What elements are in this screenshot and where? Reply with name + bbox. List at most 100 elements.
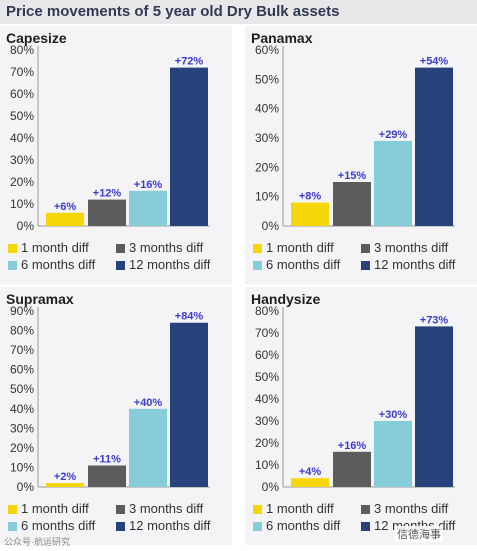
chart-panel-panamax: Panamax 0% 10% 20% 30% 40% 50% 60% +8% +15% +29% +5… (245, 26, 477, 284)
chart-panel-handysize: Handysize 0% 10% 20% 30% 40% 50% 60% 70% 80% +4% +1… (245, 287, 477, 545)
data-label: +84% (175, 311, 204, 323)
y-tick-label: 40% (10, 402, 34, 416)
y-tick-label: 0% (17, 480, 35, 494)
bar-3 (129, 190, 167, 226)
y-tick-label: 20% (10, 175, 34, 189)
legend-swatch (116, 261, 125, 270)
y-tick-label: 80% (10, 43, 34, 57)
y-tick-label: 60% (10, 363, 34, 377)
legend-label: 6 months diff (21, 257, 96, 272)
bar-4 (415, 326, 453, 487)
legend-label: 1 month diff (21, 501, 89, 516)
data-label: +54% (420, 56, 449, 68)
legend-label: 6 months diff (266, 518, 341, 533)
y-tick-label: 60% (255, 43, 279, 57)
y-tick-label: 60% (10, 87, 34, 101)
y-tick-label: 50% (10, 109, 34, 123)
watermark-left: 公众号·航运研究 (4, 537, 70, 547)
bar-chart: 0% 10% 20% 30% 40% 50% 60% 70% 80% 90% +2% +11% +40%… (10, 304, 210, 494)
y-tick-label: 30% (10, 421, 34, 435)
y-tick-label: 70% (255, 326, 279, 340)
bar-2 (333, 451, 371, 487)
y-tick-label: 30% (255, 414, 279, 428)
legend-swatch (8, 522, 17, 531)
data-label: +2% (54, 471, 77, 483)
y-tick-label: 0% (17, 219, 35, 233)
data-label: +15% (338, 170, 367, 182)
legend-label: 1 month diff (266, 501, 334, 516)
y-tick-label: 0% (262, 480, 280, 494)
bar-chart: 0% 10% 20% 30% 40% 50% 60% +8% +15% +29% +54% (255, 43, 455, 233)
chart-legend: 1 month diff 3 months diff 6 months diff 12… (8, 501, 230, 537)
legend-swatch (116, 244, 125, 253)
data-label: +8% (299, 191, 322, 203)
y-tick-label: 70% (10, 343, 34, 357)
y-tick-label: 40% (255, 392, 279, 406)
data-label: +11% (93, 453, 121, 465)
y-tick-label: 30% (255, 131, 279, 145)
legend-label: 6 months diff (266, 257, 341, 272)
bar-2 (88, 465, 126, 487)
legend-swatch (116, 505, 125, 514)
y-tick-label: 10% (10, 460, 34, 474)
data-label: +16% (338, 440, 367, 452)
bar-2 (88, 199, 126, 226)
y-tick-label: 30% (10, 153, 34, 167)
bar-1 (291, 478, 329, 487)
bar-4 (170, 67, 208, 226)
legend-swatch (361, 244, 370, 253)
legend-label: 1 month diff (266, 240, 334, 255)
chart-legend: 1 month diff 3 months diff 6 months diff 12… (8, 240, 230, 276)
bar-3 (129, 408, 167, 487)
legend-label: 1 month diff (21, 240, 89, 255)
y-tick-label: 50% (10, 382, 34, 396)
bar-3 (374, 421, 412, 487)
legend-swatch (8, 244, 17, 253)
data-label: +72% (175, 56, 204, 68)
legend-swatch (361, 261, 370, 270)
data-label: +40% (134, 397, 163, 409)
data-label: +12% (93, 188, 122, 200)
data-label: +4% (299, 466, 322, 478)
legend-label: 3 months diff (374, 501, 449, 516)
y-tick-label: 90% (10, 304, 34, 318)
y-tick-label: 50% (255, 72, 279, 86)
bar-3 (374, 140, 412, 226)
y-tick-label: 20% (255, 160, 279, 174)
legend-swatch (253, 261, 262, 270)
chart-title: Supramax (6, 291, 74, 307)
bar-4 (170, 322, 208, 487)
watermark-right: 信德海事 (395, 526, 443, 542)
y-tick-label: 80% (10, 324, 34, 338)
chart-title: Handysize (251, 291, 321, 307)
legend-swatch (253, 244, 262, 253)
y-tick-label: 80% (255, 304, 279, 318)
legend-swatch (361, 505, 370, 514)
legend-swatch (116, 522, 125, 531)
y-tick-label: 20% (10, 441, 34, 455)
y-tick-label: 10% (255, 458, 279, 472)
y-tick-label: 50% (255, 370, 279, 384)
bar-2 (333, 182, 371, 226)
chart-title: Panamax (251, 30, 313, 46)
legend-label: 3 months diff (374, 240, 449, 255)
legend-swatch (8, 261, 17, 270)
legend-label: 12 months diff (129, 518, 211, 533)
y-tick-label: 60% (255, 348, 279, 362)
chart-panel-supramax: Supramax 0% 10% 20% 30% 40% 50% 60% 70% 80% 90% +2%… (0, 287, 232, 545)
legend-swatch (8, 505, 17, 514)
y-tick-label: 0% (262, 219, 280, 233)
bar-4 (415, 67, 453, 226)
legend-swatch (361, 522, 370, 531)
bar-1 (291, 202, 329, 226)
legend-swatch (253, 522, 262, 531)
title-bar: Price movements of 5 year old Dry Bulk a… (0, 0, 477, 24)
y-tick-label: 40% (10, 131, 34, 145)
bar-chart: 0% 10% 20% 30% 40% 50% 60% 70% 80% +6% +12% +16% +72… (10, 43, 210, 233)
bar-1 (46, 483, 84, 487)
data-label: +73% (420, 314, 449, 326)
chart-title: Capesize (6, 30, 67, 46)
legend-label: 12 months diff (129, 257, 211, 272)
legend-label: 3 months diff (129, 240, 204, 255)
y-tick-label: 70% (10, 65, 34, 79)
